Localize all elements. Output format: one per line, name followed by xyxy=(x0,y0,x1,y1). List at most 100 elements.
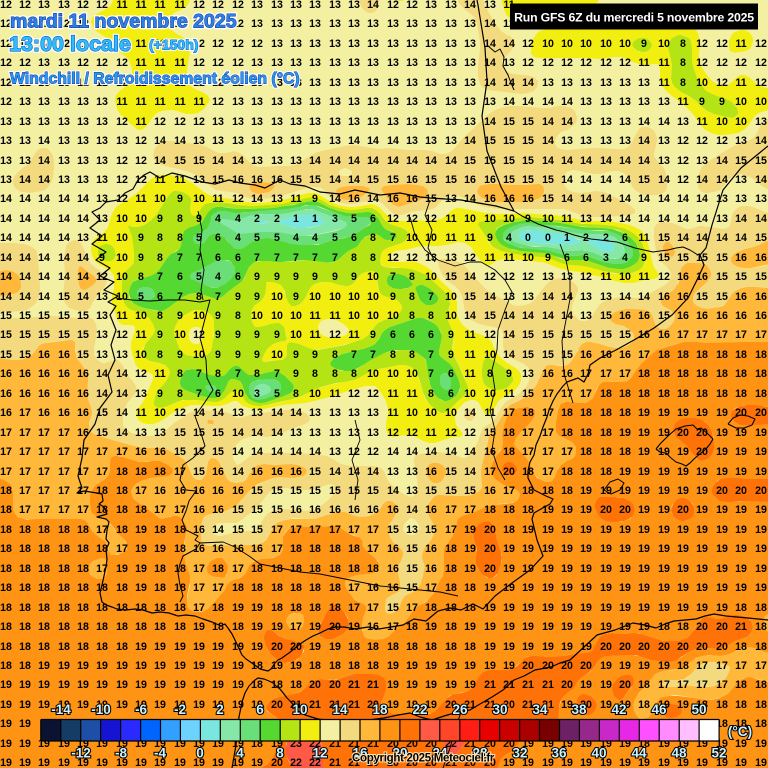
svg-text:12: 12 xyxy=(193,38,205,50)
svg-text:13: 13 xyxy=(135,427,147,439)
svg-text:13: 13 xyxy=(329,77,341,89)
svg-text:14: 14 xyxy=(755,135,767,147)
svg-text:19: 19 xyxy=(580,738,592,750)
svg-text:19: 19 xyxy=(696,524,708,536)
svg-text:14: 14 xyxy=(445,446,457,458)
svg-text:20: 20 xyxy=(425,757,437,768)
svg-text:18: 18 xyxy=(19,582,31,594)
svg-text:15: 15 xyxy=(96,427,108,439)
svg-text:13:00 locale: 13:00 locale xyxy=(9,32,131,56)
svg-text:14: 14 xyxy=(116,368,128,380)
svg-text:14: 14 xyxy=(484,291,496,303)
svg-text:16: 16 xyxy=(251,174,263,186)
svg-text:20: 20 xyxy=(755,485,767,497)
svg-text:17: 17 xyxy=(580,368,592,380)
svg-text:19: 19 xyxy=(174,660,186,672)
svg-text:20: 20 xyxy=(484,738,496,750)
svg-text:12: 12 xyxy=(251,38,263,50)
svg-text:19: 19 xyxy=(658,466,670,478)
svg-text:10: 10 xyxy=(309,388,321,400)
svg-text:12: 12 xyxy=(232,193,244,205)
svg-text:18: 18 xyxy=(251,660,263,672)
svg-text:18: 18 xyxy=(755,349,767,361)
svg-text:18: 18 xyxy=(154,621,166,633)
svg-text:15: 15 xyxy=(735,155,747,167)
svg-text:14: 14 xyxy=(174,135,186,147)
svg-text:17: 17 xyxy=(716,329,728,341)
svg-text:12: 12 xyxy=(716,38,728,50)
svg-text:19: 19 xyxy=(406,699,418,711)
svg-text:10: 10 xyxy=(348,291,360,303)
svg-text:17: 17 xyxy=(193,563,205,575)
svg-text:19: 19 xyxy=(251,699,263,711)
svg-text:12: 12 xyxy=(0,38,12,50)
svg-text:14: 14 xyxy=(212,155,224,167)
svg-text:19: 19 xyxy=(638,757,650,768)
svg-text:13: 13 xyxy=(96,349,108,361)
svg-text:Windchill / Refroidissement éo: Windchill / Refroidissement éolien (°C) xyxy=(10,71,300,88)
svg-text:19: 19 xyxy=(503,543,515,555)
svg-text:19: 19 xyxy=(58,660,70,672)
svg-text:44: 44 xyxy=(631,746,647,761)
svg-text:10: 10 xyxy=(290,329,302,341)
svg-text:17: 17 xyxy=(367,602,379,614)
svg-text:1: 1 xyxy=(312,213,318,225)
svg-text:18: 18 xyxy=(309,543,321,555)
svg-text:17: 17 xyxy=(77,504,89,516)
svg-text:18: 18 xyxy=(735,602,747,614)
svg-text:19: 19 xyxy=(193,679,205,691)
svg-text:19: 19 xyxy=(696,466,708,478)
svg-text:14: 14 xyxy=(0,271,12,283)
svg-text:16: 16 xyxy=(290,466,302,478)
svg-text:16: 16 xyxy=(387,543,399,555)
svg-text:23: 23 xyxy=(290,738,302,750)
svg-text:11: 11 xyxy=(135,0,146,11)
svg-text:11: 11 xyxy=(135,193,146,205)
svg-text:12: 12 xyxy=(329,329,341,341)
svg-text:16: 16 xyxy=(696,310,708,322)
svg-text:38: 38 xyxy=(571,702,587,717)
svg-text:10: 10 xyxy=(406,407,418,419)
svg-text:20: 20 xyxy=(445,699,457,711)
svg-text:19: 19 xyxy=(484,582,496,594)
svg-text:20: 20 xyxy=(522,660,534,672)
svg-text:19: 19 xyxy=(735,582,747,594)
svg-text:4: 4 xyxy=(622,252,628,264)
svg-text:10: 10 xyxy=(116,271,128,283)
svg-text:19: 19 xyxy=(600,660,612,672)
svg-text:18: 18 xyxy=(271,563,283,575)
svg-text:13: 13 xyxy=(425,77,437,89)
svg-text:14: 14 xyxy=(271,446,283,458)
svg-text:12: 12 xyxy=(445,427,457,439)
svg-text:19: 19 xyxy=(658,524,670,536)
svg-text:18: 18 xyxy=(77,563,89,575)
svg-text:8: 8 xyxy=(409,291,415,303)
svg-text:13: 13 xyxy=(96,96,108,108)
svg-text:11: 11 xyxy=(174,77,185,89)
svg-text:13: 13 xyxy=(96,135,108,147)
svg-text:13: 13 xyxy=(38,116,50,128)
svg-text:14: 14 xyxy=(677,232,689,244)
svg-text:19: 19 xyxy=(484,621,496,633)
svg-text:16: 16 xyxy=(677,291,689,303)
svg-text:4: 4 xyxy=(235,232,241,244)
svg-text:13: 13 xyxy=(77,135,89,147)
svg-text:13: 13 xyxy=(271,57,283,69)
svg-text:18: 18 xyxy=(135,504,147,516)
svg-text:19: 19 xyxy=(0,699,12,711)
svg-text:18: 18 xyxy=(348,660,360,672)
svg-text:3: 3 xyxy=(603,252,609,264)
svg-text:19: 19 xyxy=(58,738,70,750)
svg-text:11: 11 xyxy=(174,38,185,50)
svg-text:9: 9 xyxy=(235,291,241,303)
svg-text:13: 13 xyxy=(600,291,612,303)
svg-text:7: 7 xyxy=(293,252,299,264)
svg-text:19: 19 xyxy=(561,524,573,536)
svg-text:14: 14 xyxy=(387,155,399,167)
svg-text:19: 19 xyxy=(580,679,592,691)
svg-text:8: 8 xyxy=(312,368,318,380)
svg-text:13: 13 xyxy=(735,174,747,186)
svg-text:21: 21 xyxy=(367,679,379,691)
svg-text:14: 14 xyxy=(309,155,321,167)
svg-text:19: 19 xyxy=(561,641,573,653)
